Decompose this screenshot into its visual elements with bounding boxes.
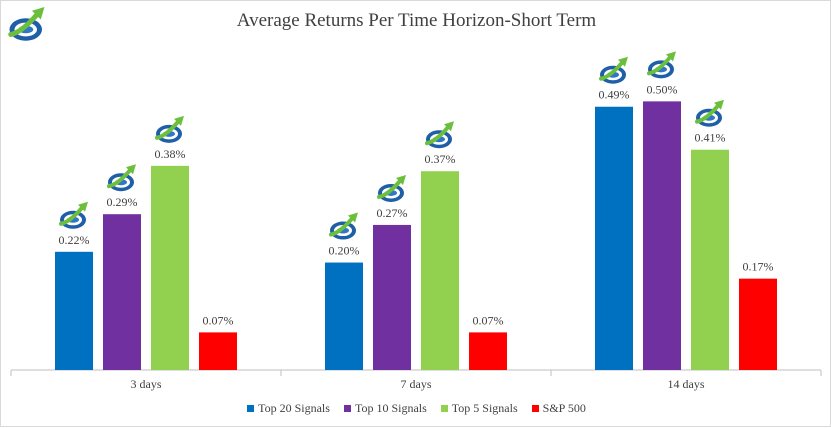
legend-swatch-top-20	[247, 405, 255, 412]
bar-s-p-500-0	[199, 332, 237, 370]
data-label: 0.22%	[59, 233, 90, 247]
data-label: 0.07%	[203, 313, 234, 327]
globe-arrow-icon	[598, 54, 630, 86]
legend-label-top-5: Top 5 Signals	[451, 401, 518, 415]
globe-arrow-icon	[154, 113, 186, 145]
legend-label-sp500: S&P 500	[542, 401, 586, 415]
data-label: 0.41%	[695, 131, 726, 145]
x-tick-label: 14 days	[668, 377, 705, 391]
bar-top-5-signals-2	[691, 149, 729, 370]
data-label: 0.20%	[329, 244, 360, 258]
legend-label-top-10: Top 10 Signals	[354, 401, 427, 415]
chart-title: Average Returns Per Time Horizon-Short T…	[236, 10, 597, 31]
bar-top-10-signals-1	[373, 224, 411, 370]
globe-arrow-icon	[58, 199, 90, 231]
legend-label-top-20: Top 20 Signals	[258, 401, 330, 415]
globe-arrow-icon	[106, 162, 138, 194]
legend-item-top-10: Top 10 Signals	[343, 401, 427, 416]
data-label: 0.17%	[743, 260, 774, 274]
globe-arrow-icon	[328, 210, 360, 242]
bar-top-10-signals-2	[643, 101, 681, 370]
bar-top-20-signals-0	[55, 251, 93, 370]
data-label: 0.27%	[377, 206, 408, 220]
globe-arrow-logo-icon	[10, 7, 45, 41]
data-label: 0.07%	[473, 313, 504, 327]
globe-arrow-icon	[694, 97, 726, 129]
globe-arrow-icon	[376, 172, 408, 204]
data-label: 0.29%	[107, 195, 138, 209]
x-tick-label: 7 days	[401, 377, 432, 391]
legend: Top 20 Signals Top 10 Signals Top 5 Sign…	[1, 401, 831, 416]
globe-arrow-icon	[646, 49, 678, 81]
legend-item-top-20: Top 20 Signals	[247, 401, 330, 416]
legend-item-sp500: S&P 500	[531, 401, 586, 416]
data-label: 0.37%	[425, 152, 456, 166]
bar-s-p-500-2	[739, 278, 777, 370]
legend-swatch-top-5	[440, 405, 448, 412]
legend-swatch-top-10	[343, 405, 351, 412]
data-label: 0.50%	[647, 82, 678, 96]
legend-item-top-5: Top 5 Signals	[440, 401, 518, 416]
bar-top-5-signals-0	[151, 165, 189, 370]
legend-swatch-sp500	[531, 405, 539, 412]
bar-s-p-500-1	[469, 332, 507, 370]
bar-top-20-signals-2	[595, 106, 633, 371]
globe-arrow-icon	[424, 119, 456, 151]
bar-top-10-signals-0	[103, 214, 141, 370]
bar-top-5-signals-1	[421, 171, 459, 370]
data-label: 0.38%	[155, 147, 186, 161]
bar-top-20-signals-1	[325, 262, 363, 370]
x-tick-label: 3 days	[131, 377, 162, 391]
data-label: 0.49%	[599, 88, 630, 102]
